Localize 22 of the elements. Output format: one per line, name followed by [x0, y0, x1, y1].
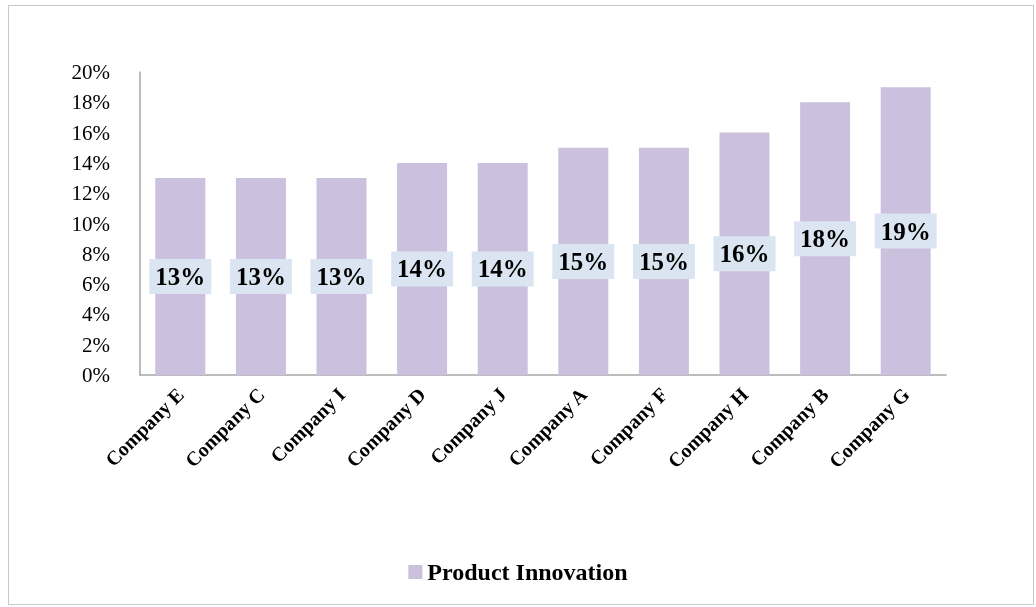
y-tick-label: 8%: [82, 241, 110, 266]
legend-label: Product Innovation: [427, 559, 628, 585]
y-tick-label: 20%: [71, 60, 110, 84]
data-label: 18%: [800, 225, 851, 253]
y-tick-label: 6%: [82, 272, 110, 297]
data-label: 13%: [235, 263, 286, 291]
y-tick-label: 4%: [82, 302, 110, 327]
data-label: 14%: [397, 255, 448, 283]
data-label: 13%: [316, 263, 367, 291]
y-tick-label: 16%: [71, 120, 110, 145]
data-label: 13%: [155, 263, 206, 291]
data-label: 15%: [558, 247, 609, 275]
y-tick-label: 0%: [82, 363, 110, 387]
y-tick-label: 10%: [71, 211, 110, 236]
data-label: 16%: [719, 240, 770, 268]
data-label: 19%: [880, 217, 931, 245]
data-label: 15%: [638, 247, 689, 275]
y-tick-label: 12%: [71, 181, 110, 206]
y-tick-label: 2%: [82, 332, 110, 357]
y-tick-label: 14%: [71, 150, 110, 175]
data-label: 14%: [477, 255, 528, 283]
y-tick-label: 18%: [71, 90, 110, 115]
